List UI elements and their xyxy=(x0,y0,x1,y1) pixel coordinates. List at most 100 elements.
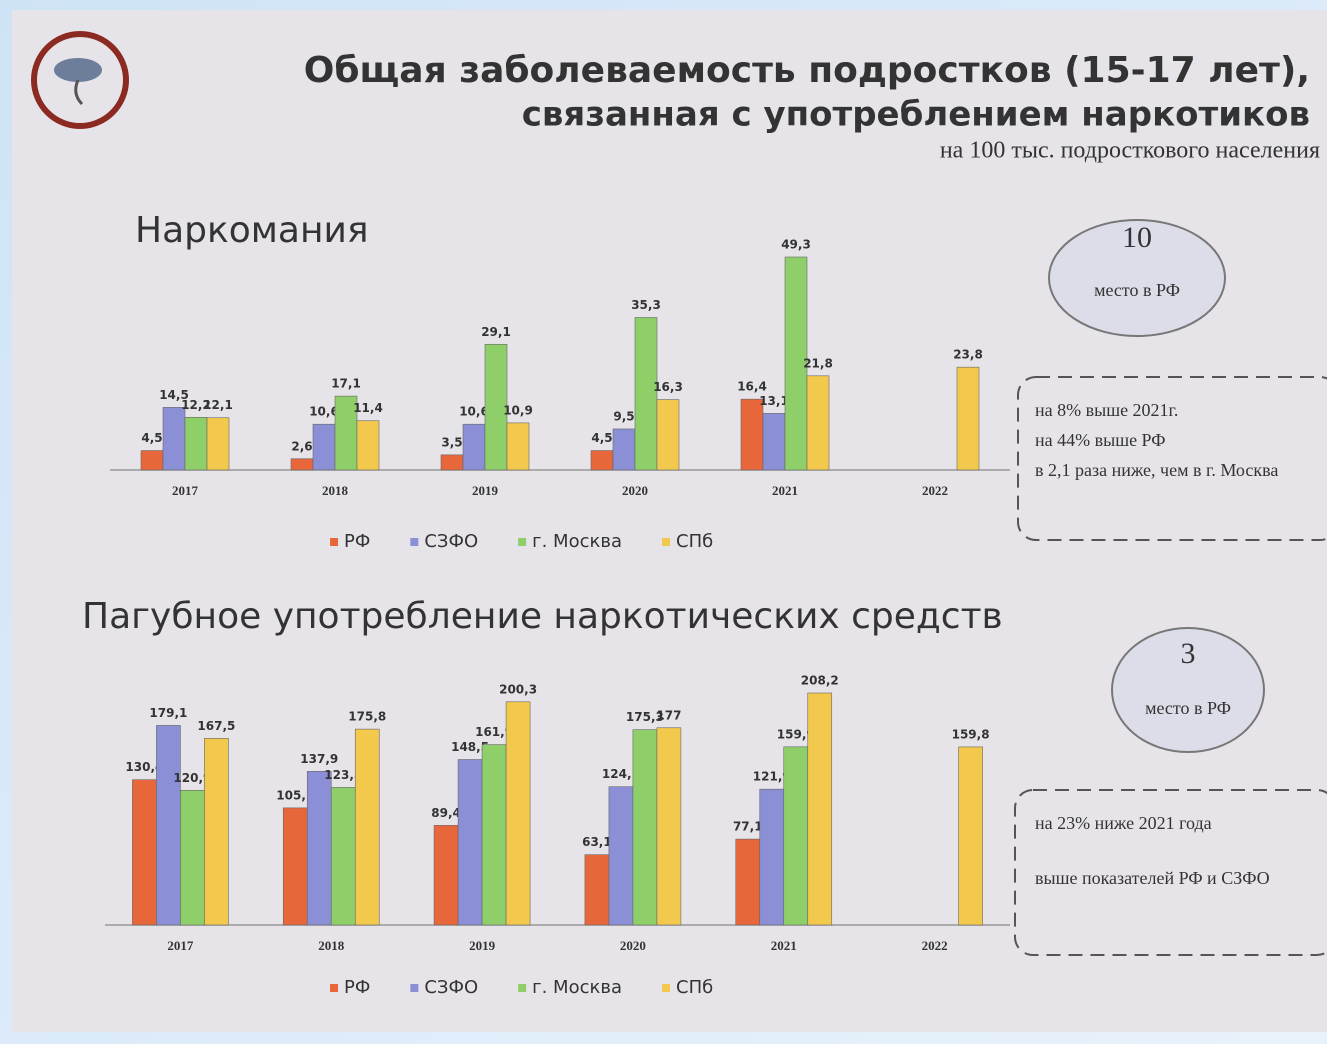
data-label: 10,9 xyxy=(503,403,533,417)
bar xyxy=(207,418,229,470)
legend-marker xyxy=(330,984,338,992)
data-label: 63,1 xyxy=(582,835,612,849)
bar xyxy=(506,702,530,925)
rank-text: место в РФ xyxy=(1094,280,1180,300)
slide: Общая заболеваемость подростков (15-17 л… xyxy=(0,0,1327,1044)
legend-label: г. Москва xyxy=(532,977,622,998)
data-label: 9,5 xyxy=(613,409,634,423)
x-tick-label: 2022 xyxy=(922,938,948,953)
data-label: 35,3 xyxy=(631,298,661,312)
data-label: 137,9 xyxy=(300,752,338,766)
bar xyxy=(763,413,785,470)
legend-label: РФ xyxy=(344,531,370,552)
legend-marker xyxy=(410,538,418,546)
x-tick-label: 2018 xyxy=(322,483,349,498)
x-tick-label: 2017 xyxy=(172,483,199,498)
bar xyxy=(283,808,307,925)
data-label: 159,8 xyxy=(952,727,990,741)
x-tick-label: 2019 xyxy=(472,483,499,498)
data-label: 21,8 xyxy=(803,356,833,370)
legend-marker xyxy=(330,538,338,546)
data-label: 16,3 xyxy=(653,380,683,394)
data-label: 208,2 xyxy=(801,674,839,688)
rank: 3 xyxy=(1181,637,1196,670)
data-label: 12,1 xyxy=(203,398,233,412)
data-label: 10,6 xyxy=(309,405,339,419)
bullet: на 23% ниже 2021 года xyxy=(1035,813,1212,833)
x-tick-label: 2020 xyxy=(622,483,648,498)
data-label: 200,3 xyxy=(499,682,537,696)
x-tick-label: 2017 xyxy=(167,938,194,953)
data-label: 3,5 xyxy=(441,435,462,449)
bar xyxy=(736,839,760,925)
chart-title: Наркомания xyxy=(135,210,369,251)
bar xyxy=(633,730,657,925)
rank: 10 xyxy=(1122,221,1152,254)
x-tick-label: 2021 xyxy=(771,938,797,953)
bar xyxy=(585,855,609,925)
bar xyxy=(463,424,485,470)
data-label: 4,5 xyxy=(141,431,162,445)
bar xyxy=(507,423,529,470)
x-tick-label: 2020 xyxy=(620,938,646,953)
data-label: 23,8 xyxy=(953,348,983,362)
legend-marker xyxy=(518,538,526,546)
bar xyxy=(307,771,331,925)
data-label: 17,1 xyxy=(331,377,361,391)
bullet: выше показателей РФ и СЗФО xyxy=(1035,868,1270,888)
bar xyxy=(355,729,379,925)
legend-marker xyxy=(410,984,418,992)
bar xyxy=(741,399,763,470)
bar xyxy=(434,825,458,925)
data-label: 175,8 xyxy=(348,710,386,724)
title: связанная с употреблением наркотиков xyxy=(522,95,1310,135)
data-label: 177 xyxy=(656,708,681,722)
bar xyxy=(657,400,679,470)
data-label: 49,3 xyxy=(781,238,811,252)
data-label: 167,5 xyxy=(197,719,235,733)
legend-label: г. Москва xyxy=(532,531,622,552)
data-label: 16,4 xyxy=(737,380,767,394)
title: Общая заболеваемость подростков (15-17 л… xyxy=(304,50,1310,91)
data-label: 29,1 xyxy=(481,325,511,339)
bar xyxy=(784,747,808,925)
legend-label: СЗФО xyxy=(424,977,478,998)
bar xyxy=(180,790,204,925)
x-tick-label: 2022 xyxy=(922,483,948,498)
data-label: 179,1 xyxy=(149,706,187,720)
data-label: 89,4 xyxy=(431,806,461,820)
data-label: 2,6 xyxy=(291,439,312,453)
bar xyxy=(591,451,613,470)
legend-marker xyxy=(662,538,670,546)
bar xyxy=(613,429,635,470)
bar xyxy=(185,417,207,470)
legend-marker xyxy=(662,984,670,992)
x-tick-label: 2018 xyxy=(318,938,345,953)
legend-label: СЗФО xyxy=(424,531,478,552)
bar xyxy=(959,747,983,925)
data-label: 11,4 xyxy=(353,401,383,415)
legend-label: СПб xyxy=(676,977,713,998)
chart-title: Пагубное употребление наркотических сред… xyxy=(82,596,1003,637)
bar xyxy=(957,367,979,470)
bar xyxy=(141,451,163,470)
bar xyxy=(609,787,633,925)
data-label: 10,6 xyxy=(459,405,489,419)
bar xyxy=(808,693,832,925)
bar xyxy=(291,459,313,470)
legend-label: СПб xyxy=(676,531,713,552)
bar xyxy=(657,728,681,925)
rank-text: место в РФ xyxy=(1145,698,1231,718)
bar xyxy=(482,745,506,925)
bar xyxy=(156,725,180,925)
legend-marker xyxy=(518,984,526,992)
x-tick-label: 2021 xyxy=(772,483,798,498)
bullet: на 8% выше 2021г. xyxy=(1035,400,1178,420)
bar xyxy=(331,787,355,925)
legend-label: РФ xyxy=(344,977,370,998)
data-label: 4,5 xyxy=(591,431,612,445)
bullet: на 44% выше РФ xyxy=(1035,430,1165,450)
bar xyxy=(357,421,379,470)
data-label: 13,1 xyxy=(759,394,789,408)
bullet: в 2,1 раза ниже, чем в г. Москва xyxy=(1035,460,1278,480)
